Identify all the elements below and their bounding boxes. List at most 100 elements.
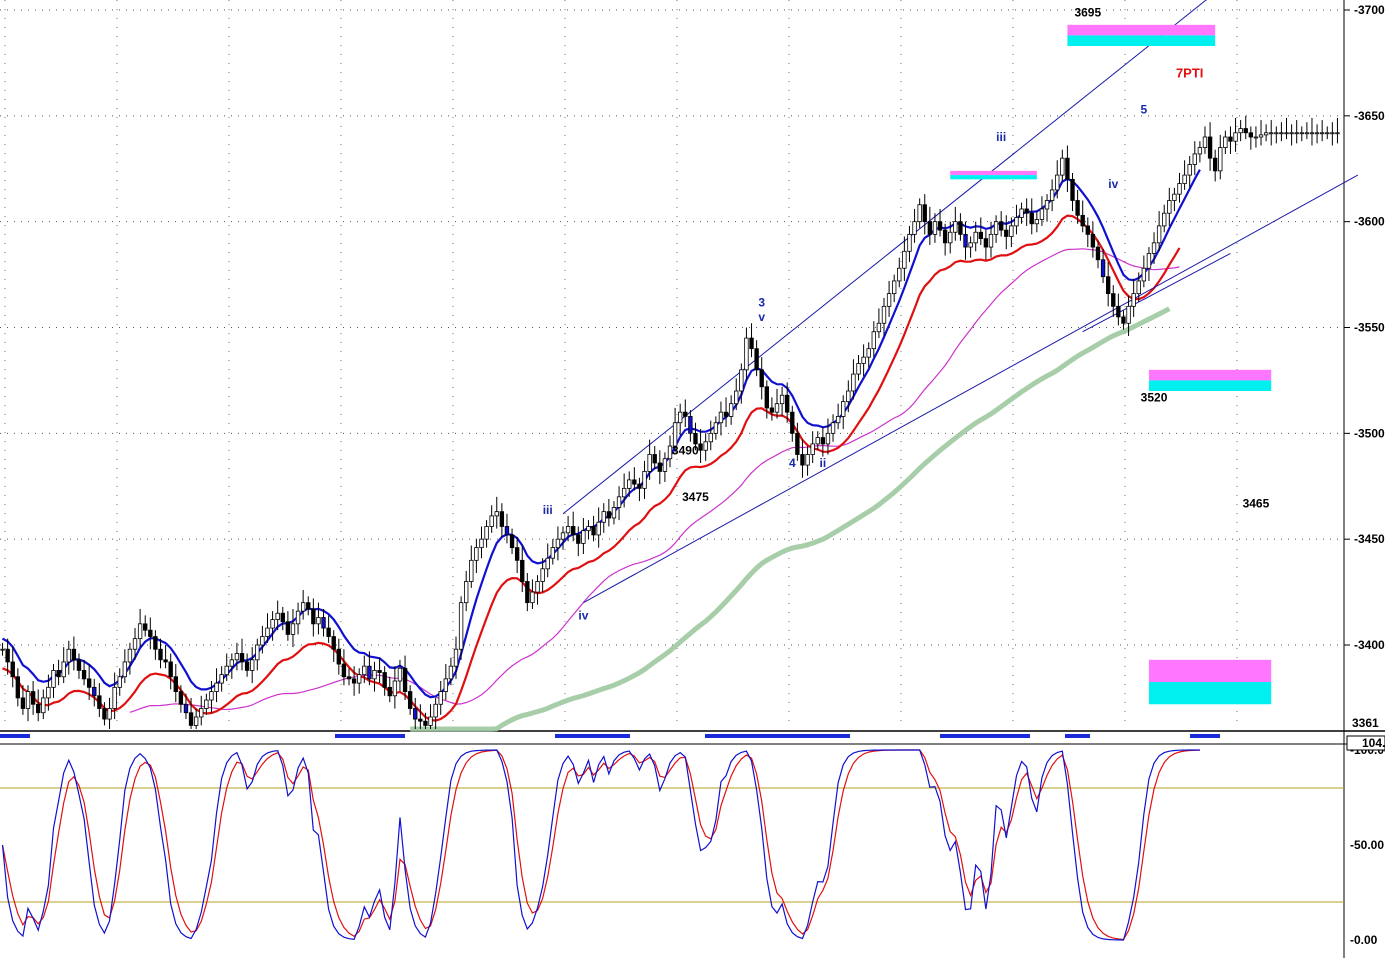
candle bbox=[1197, 141, 1203, 163]
y-tick-label: -3650 bbox=[1354, 109, 1385, 123]
candle bbox=[861, 344, 866, 377]
signal-segment bbox=[705, 734, 850, 738]
candle bbox=[204, 693, 209, 715]
candle bbox=[1136, 272, 1141, 303]
candle bbox=[1314, 124, 1320, 144]
candle bbox=[178, 685, 184, 713]
candle bbox=[621, 473, 627, 508]
candle bbox=[647, 439, 652, 480]
red-band-line bbox=[2, 214, 1181, 722]
y-tick-label: -3550 bbox=[1354, 321, 1385, 335]
candle bbox=[1162, 204, 1167, 233]
candle bbox=[418, 704, 423, 729]
candle bbox=[983, 230, 989, 260]
candle bbox=[1004, 215, 1009, 250]
candle bbox=[367, 651, 372, 686]
zone-band-top bbox=[1148, 369, 1272, 381]
candle bbox=[265, 613, 270, 643]
candle bbox=[632, 467, 637, 491]
candle bbox=[479, 526, 484, 559]
candle bbox=[158, 638, 163, 669]
candle bbox=[234, 642, 240, 671]
candle bbox=[321, 609, 326, 637]
indicator-tick-label: -0.00 bbox=[1350, 933, 1378, 947]
ma-50-line bbox=[129, 248, 1180, 713]
readout-box bbox=[1346, 735, 1385, 751]
candle bbox=[173, 664, 178, 703]
candle bbox=[744, 327, 749, 381]
candle bbox=[316, 602, 321, 635]
candle bbox=[97, 683, 102, 717]
candle bbox=[1207, 122, 1213, 171]
candle bbox=[448, 657, 454, 686]
candle bbox=[525, 573, 530, 612]
candle bbox=[922, 194, 927, 235]
candle bbox=[1299, 126, 1304, 142]
candle bbox=[1070, 172, 1075, 212]
candle bbox=[10, 647, 15, 688]
candle bbox=[581, 518, 586, 554]
candle bbox=[382, 666, 387, 696]
candle bbox=[530, 579, 535, 610]
candle bbox=[937, 208, 943, 237]
candle bbox=[642, 460, 647, 499]
candle bbox=[20, 685, 26, 715]
candle bbox=[1167, 187, 1172, 226]
candle bbox=[1131, 278, 1136, 317]
candle bbox=[464, 570, 469, 612]
candle bbox=[963, 221, 968, 260]
price-label: 3695 bbox=[1074, 5, 1101, 19]
candle bbox=[346, 668, 352, 686]
signal-segment bbox=[1065, 734, 1090, 738]
candle bbox=[520, 545, 525, 593]
candle bbox=[739, 363, 744, 404]
candle bbox=[270, 611, 275, 641]
candle bbox=[1009, 217, 1014, 248]
candle bbox=[331, 630, 336, 662]
candle bbox=[601, 503, 606, 533]
candle bbox=[1304, 122, 1310, 140]
indicator-text: 7PTI bbox=[1176, 66, 1203, 81]
candle bbox=[657, 450, 662, 485]
zone-band-bottom bbox=[950, 175, 1037, 180]
candle bbox=[143, 615, 148, 637]
candle bbox=[1151, 232, 1157, 264]
candle bbox=[351, 666, 357, 696]
candle bbox=[841, 395, 846, 430]
candle bbox=[708, 420, 713, 451]
wave-label: ii bbox=[820, 456, 827, 470]
candle bbox=[153, 630, 158, 660]
candle bbox=[372, 661, 377, 692]
candle bbox=[1095, 240, 1101, 269]
candle bbox=[1238, 120, 1243, 142]
candle bbox=[769, 397, 775, 421]
candle bbox=[311, 598, 316, 637]
candle bbox=[1274, 126, 1279, 144]
candle bbox=[759, 357, 764, 400]
candle bbox=[723, 397, 729, 427]
candle bbox=[672, 407, 678, 453]
candle bbox=[443, 664, 449, 701]
candle bbox=[392, 666, 398, 709]
candle bbox=[912, 208, 917, 243]
candle bbox=[1309, 117, 1315, 146]
candle bbox=[555, 526, 561, 561]
stoch-d-line bbox=[1, 749, 1200, 941]
candle bbox=[56, 659, 61, 686]
candle bbox=[535, 575, 540, 605]
candle bbox=[897, 257, 902, 288]
candle bbox=[504, 513, 510, 544]
candle bbox=[474, 539, 479, 574]
candle bbox=[917, 198, 922, 229]
candle bbox=[1325, 126, 1330, 140]
candle bbox=[132, 628, 138, 660]
candle bbox=[1289, 124, 1294, 146]
candle bbox=[66, 640, 71, 675]
candle bbox=[805, 446, 810, 476]
lower-channel-line bbox=[583, 174, 1359, 604]
candle bbox=[1192, 141, 1197, 176]
signal-segment bbox=[940, 734, 1030, 738]
candle bbox=[122, 649, 128, 684]
candle bbox=[255, 638, 260, 671]
